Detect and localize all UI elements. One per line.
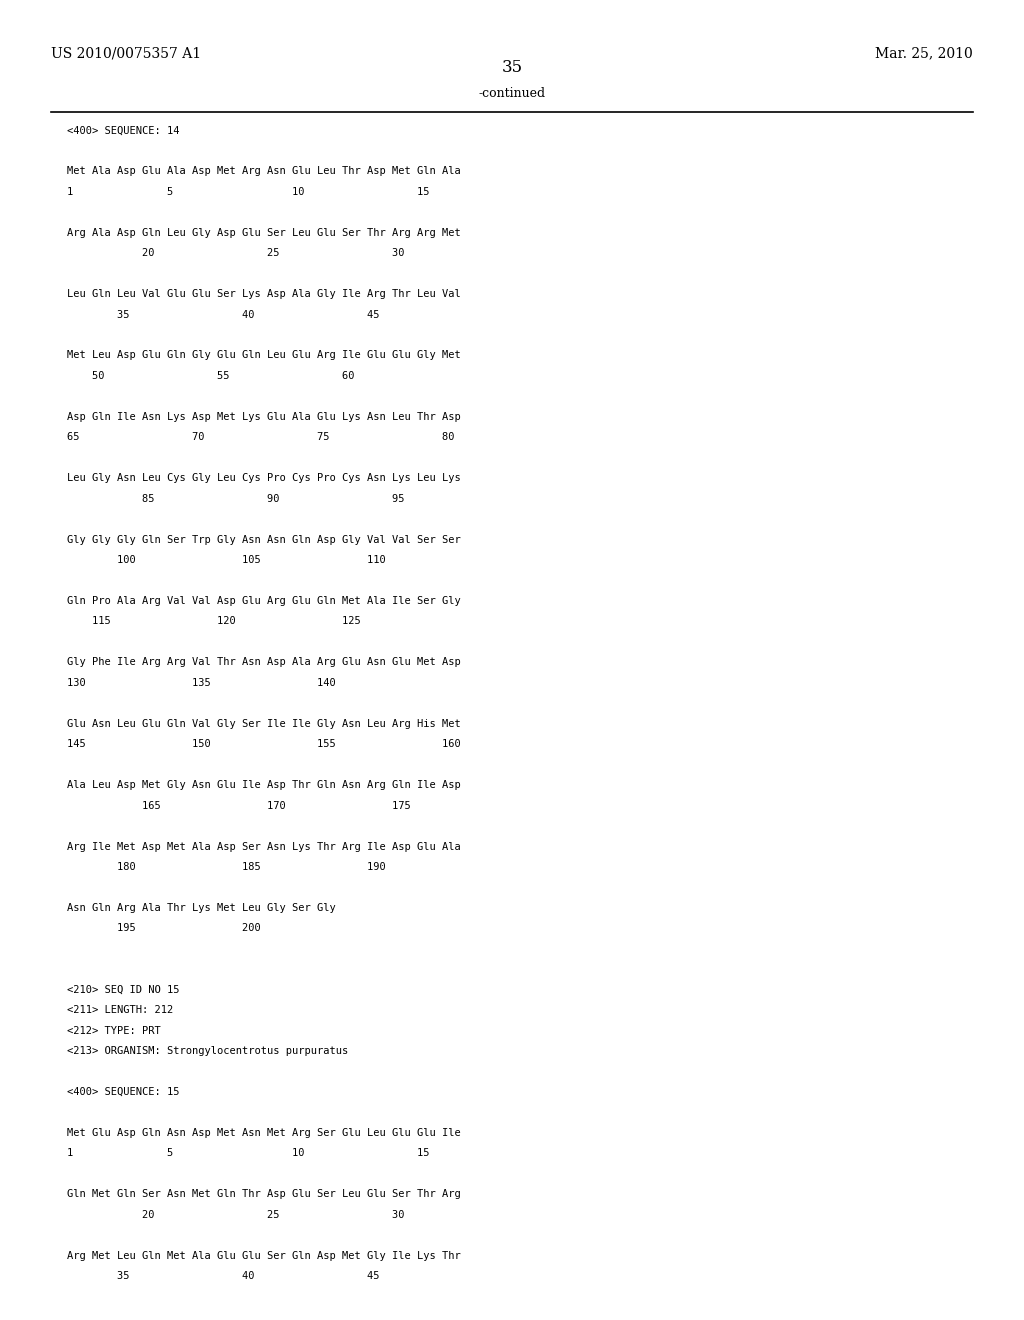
Text: US 2010/0075357 A1: US 2010/0075357 A1 — [51, 46, 202, 61]
Text: 35: 35 — [502, 59, 522, 77]
Text: 1               5                   10                  15: 1 5 10 15 — [67, 186, 429, 197]
Text: Gly Gly Gly Gln Ser Trp Gly Asn Asn Gln Asp Gly Val Val Ser Ser: Gly Gly Gly Gln Ser Trp Gly Asn Asn Gln … — [67, 535, 461, 545]
Text: <213> ORGANISM: Strongylocentrotus purpuratus: <213> ORGANISM: Strongylocentrotus purpu… — [67, 1045, 348, 1056]
Text: 65                  70                  75                  80: 65 70 75 80 — [67, 432, 454, 442]
Text: <400> SEQUENCE: 15: <400> SEQUENCE: 15 — [67, 1088, 179, 1097]
Text: Gly Phe Ile Arg Arg Val Thr Asn Asp Ala Arg Glu Asn Glu Met Asp: Gly Phe Ile Arg Arg Val Thr Asn Asp Ala … — [67, 657, 461, 668]
Text: Leu Gln Leu Val Glu Glu Ser Lys Asp Ala Gly Ile Arg Thr Leu Val: Leu Gln Leu Val Glu Glu Ser Lys Asp Ala … — [67, 289, 461, 300]
Text: 165                 170                 175: 165 170 175 — [67, 800, 411, 810]
Text: -continued: -continued — [478, 87, 546, 100]
Text: Mar. 25, 2010: Mar. 25, 2010 — [876, 46, 973, 61]
Text: Met Glu Asp Gln Asn Asp Met Asn Met Arg Ser Glu Leu Glu Glu Ile: Met Glu Asp Gln Asn Asp Met Asn Met Arg … — [67, 1127, 461, 1138]
Text: Gln Met Gln Ser Asn Met Gln Thr Asp Glu Ser Leu Glu Ser Thr Arg: Gln Met Gln Ser Asn Met Gln Thr Asp Glu … — [67, 1189, 461, 1200]
Text: 195                 200: 195 200 — [67, 924, 260, 933]
Text: 115                 120                 125: 115 120 125 — [67, 616, 360, 627]
Text: <400> SEQUENCE: 14: <400> SEQUENCE: 14 — [67, 125, 179, 136]
Text: 50                  55                  60: 50 55 60 — [67, 371, 354, 381]
Text: 20                  25                  30: 20 25 30 — [67, 1209, 404, 1220]
Text: Gln Pro Ala Arg Val Val Asp Glu Arg Glu Gln Met Ala Ile Ser Gly: Gln Pro Ala Arg Val Val Asp Glu Arg Glu … — [67, 597, 461, 606]
Text: 35                  40                  45: 35 40 45 — [67, 309, 379, 319]
Text: 35                  40                  45: 35 40 45 — [67, 1271, 379, 1282]
Text: Asn Gln Arg Ala Thr Lys Met Leu Gly Ser Gly: Asn Gln Arg Ala Thr Lys Met Leu Gly Ser … — [67, 903, 335, 913]
Text: Glu Asn Leu Glu Gln Val Gly Ser Ile Ile Gly Asn Leu Arg His Met: Glu Asn Leu Glu Gln Val Gly Ser Ile Ile … — [67, 718, 461, 729]
Text: 1               5                   10                  15: 1 5 10 15 — [67, 1148, 429, 1159]
Text: Asp Gln Ile Asn Lys Asp Met Lys Glu Ala Glu Lys Asn Leu Thr Asp: Asp Gln Ile Asn Lys Asp Met Lys Glu Ala … — [67, 412, 461, 422]
Text: <212> TYPE: PRT: <212> TYPE: PRT — [67, 1026, 161, 1036]
Text: 20                  25                  30: 20 25 30 — [67, 248, 404, 259]
Text: Ala Leu Asp Met Gly Asn Glu Ile Asp Thr Gln Asn Arg Gln Ile Asp: Ala Leu Asp Met Gly Asn Glu Ile Asp Thr … — [67, 780, 461, 791]
Text: 130                 135                 140: 130 135 140 — [67, 678, 335, 688]
Text: <210> SEQ ID NO 15: <210> SEQ ID NO 15 — [67, 985, 179, 995]
Text: 180                 185                 190: 180 185 190 — [67, 862, 385, 873]
Text: Arg Ile Met Asp Met Ala Asp Ser Asn Lys Thr Arg Ile Asp Glu Ala: Arg Ile Met Asp Met Ala Asp Ser Asn Lys … — [67, 842, 461, 851]
Text: 145                 150                 155                 160: 145 150 155 160 — [67, 739, 461, 750]
Text: Arg Met Leu Gln Met Ala Glu Glu Ser Gln Asp Met Gly Ile Lys Thr: Arg Met Leu Gln Met Ala Glu Glu Ser Gln … — [67, 1251, 461, 1261]
Text: 85                  90                  95: 85 90 95 — [67, 494, 404, 504]
Text: Arg Ala Asp Gln Leu Gly Asp Glu Ser Leu Glu Ser Thr Arg Arg Met: Arg Ala Asp Gln Leu Gly Asp Glu Ser Leu … — [67, 227, 461, 238]
Text: Leu Gly Asn Leu Cys Gly Leu Cys Pro Cys Pro Cys Asn Lys Leu Lys: Leu Gly Asn Leu Cys Gly Leu Cys Pro Cys … — [67, 474, 461, 483]
Text: Met Ala Asp Glu Ala Asp Met Arg Asn Glu Leu Thr Asp Met Gln Ala: Met Ala Asp Glu Ala Asp Met Arg Asn Glu … — [67, 166, 461, 177]
Text: 100                 105                 110: 100 105 110 — [67, 554, 385, 565]
Text: Met Leu Asp Glu Gln Gly Glu Gln Leu Glu Arg Ile Glu Glu Gly Met: Met Leu Asp Glu Gln Gly Glu Gln Leu Glu … — [67, 350, 461, 360]
Text: <211> LENGTH: 212: <211> LENGTH: 212 — [67, 1006, 173, 1015]
